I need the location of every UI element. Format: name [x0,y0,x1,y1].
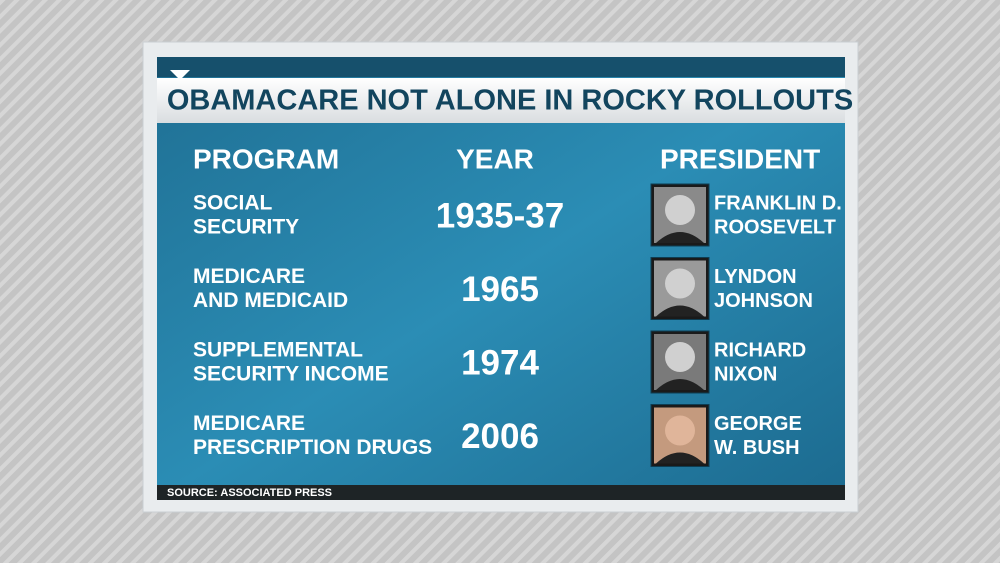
top-band [157,57,845,77]
year: 1965 [461,270,539,309]
year: 2006 [461,417,539,456]
president: ROOSEVELT [714,216,836,238]
portrait-face [665,342,695,372]
portrait-body [656,379,704,390]
year: 1935-37 [436,196,564,235]
portrait-body [656,232,704,243]
program: PRESCRIPTION DRUGS [193,436,432,459]
program: SUPPLEMENTAL [193,339,363,362]
marker-triangle [170,70,190,80]
portrait-face [665,415,695,446]
president: LYNDON [714,266,797,288]
program: MEDICARE [193,412,305,435]
portrait-body [656,452,704,464]
column-header: PROGRAM [193,143,339,174]
president: FRANKLIN D. [714,192,842,214]
title-bar [157,78,845,123]
program: SECURITY INCOME [193,363,389,386]
column-header: YEAR [456,143,534,174]
president: JOHNSON [714,290,813,312]
president: GEORGE [714,413,802,435]
portrait-face [665,195,695,225]
program: AND MEDICAID [193,289,348,312]
president: RICHARD [714,339,806,361]
board-panel [157,57,845,500]
year: 1974 [461,343,539,382]
program: MEDICARE [193,265,305,288]
title: OBAMACARE NOT ALONE IN ROCKY ROLLOUTS [167,85,853,117]
column-header: PRESIDENT [660,143,820,174]
portrait-body [656,305,704,317]
president: NIXON [714,363,777,385]
portrait-face [665,268,695,299]
source-bar [157,485,845,500]
program: SECURITY [193,216,299,239]
president: W. BUSH [714,437,800,459]
source: SOURCE: ASSOCIATED PRESS [167,487,332,499]
program: SOCIAL [193,192,273,215]
